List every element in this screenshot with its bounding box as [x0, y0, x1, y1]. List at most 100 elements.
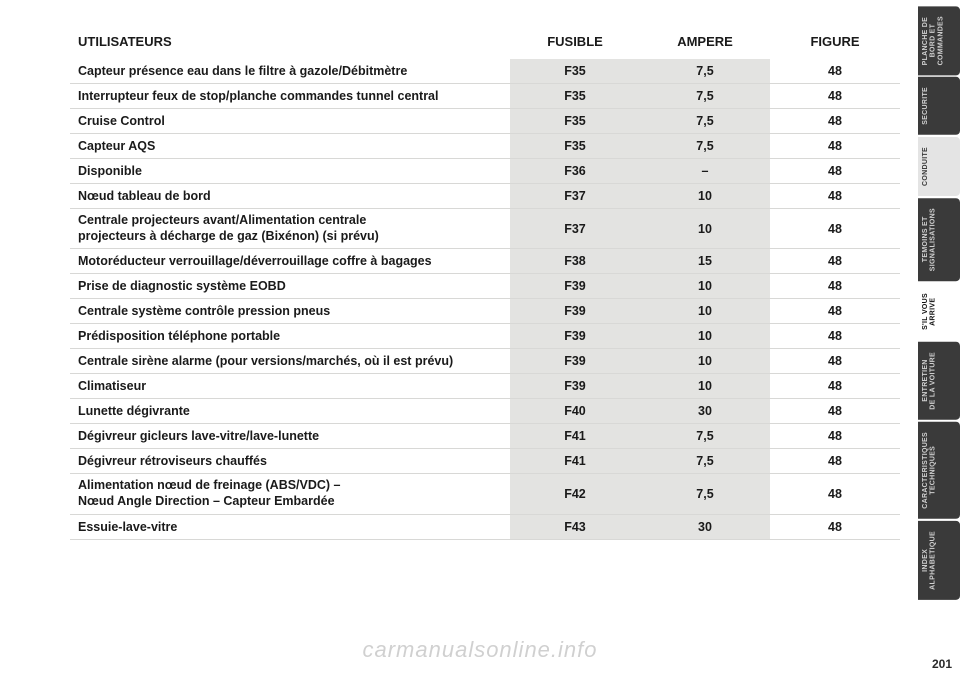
- cell-ampere: 10: [640, 274, 770, 299]
- header-figure: FIGURE: [770, 28, 900, 59]
- cell-ampere: 15: [640, 249, 770, 274]
- side-tab[interactable]: ENTRETIEN DE LA VOITURE: [918, 342, 960, 420]
- table-row: Prédisposition téléphone portableF391048: [70, 324, 900, 349]
- table-row: Dégivreur gicleurs lave-vitre/lave-lunet…: [70, 424, 900, 449]
- cell-fuse: F35: [510, 134, 640, 159]
- cell-figure: 48: [770, 249, 900, 274]
- cell-fuse: F35: [510, 109, 640, 134]
- cell-figure: 48: [770, 184, 900, 209]
- cell-fuse: F41: [510, 449, 640, 474]
- header-utilisateurs: UTILISATEURS: [70, 28, 510, 59]
- cell-fuse: F37: [510, 184, 640, 209]
- side-tabs: PLANCHE DE BORD ET COMMANDESSECURITECOND…: [918, 6, 960, 600]
- cell-label: Nœud tableau de bord: [70, 184, 510, 209]
- cell-ampere: 10: [640, 374, 770, 399]
- cell-fuse: F42: [510, 474, 640, 514]
- table-row: ClimatiseurF391048: [70, 374, 900, 399]
- cell-label: Capteur AQS: [70, 134, 510, 159]
- cell-label: Climatiseur: [70, 374, 510, 399]
- cell-label: Centrale projecteurs avant/Alimentation …: [70, 209, 510, 249]
- table-row: Dégivreur rétroviseurs chauffésF417,548: [70, 449, 900, 474]
- cell-figure: 48: [770, 59, 900, 84]
- side-tab[interactable]: S'IL VOUS ARRIVE: [918, 283, 960, 340]
- cell-label: Dégivreur rétroviseurs chauffés: [70, 449, 510, 474]
- side-tab[interactable]: PLANCHE DE BORD ET COMMANDES: [918, 6, 960, 75]
- cell-ampere: 30: [640, 515, 770, 540]
- cell-fuse: F39: [510, 349, 640, 374]
- cell-ampere: 30: [640, 399, 770, 424]
- cell-fuse: F38: [510, 249, 640, 274]
- cell-figure: 48: [770, 84, 900, 109]
- table-row: Interrupteur feux de stop/planche comman…: [70, 84, 900, 109]
- cell-label: Prédisposition téléphone portable: [70, 324, 510, 349]
- cell-fuse: F39: [510, 374, 640, 399]
- cell-figure: 48: [770, 449, 900, 474]
- cell-fuse: F35: [510, 59, 640, 84]
- side-tab[interactable]: SECURITE: [918, 77, 960, 135]
- cell-fuse: F41: [510, 424, 640, 449]
- fuse-table: UTILISATEURS FUSIBLE AMPERE FIGURE Capte…: [70, 28, 900, 540]
- cell-figure: 48: [770, 515, 900, 540]
- cell-label: Cruise Control: [70, 109, 510, 134]
- cell-figure: 48: [770, 109, 900, 134]
- side-tab[interactable]: CARACTERISTIQUES TECHNIQUES: [918, 422, 960, 519]
- cell-figure: 48: [770, 399, 900, 424]
- cell-ampere: 7,5: [640, 449, 770, 474]
- cell-ampere: 10: [640, 184, 770, 209]
- cell-ampere: 7,5: [640, 84, 770, 109]
- table-row: Cruise ControlF357,548: [70, 109, 900, 134]
- cell-fuse: F35: [510, 84, 640, 109]
- table-row: DisponibleF36–48: [70, 159, 900, 184]
- cell-figure: 48: [770, 134, 900, 159]
- cell-ampere: –: [640, 159, 770, 184]
- header-fusible: FUSIBLE: [510, 28, 640, 59]
- cell-ampere: 7,5: [640, 474, 770, 514]
- side-tab[interactable]: TEMOINS ET SIGNALISATIONS: [918, 198, 960, 281]
- cell-fuse: F36: [510, 159, 640, 184]
- table-header-row: UTILISATEURS FUSIBLE AMPERE FIGURE: [70, 28, 900, 59]
- table-row: Centrale système contrôle pression pneus…: [70, 299, 900, 324]
- cell-fuse: F39: [510, 324, 640, 349]
- header-ampere: AMPERE: [640, 28, 770, 59]
- cell-ampere: 7,5: [640, 134, 770, 159]
- cell-ampere: 10: [640, 324, 770, 349]
- cell-label: Lunette dégivrante: [70, 399, 510, 424]
- cell-figure: 48: [770, 159, 900, 184]
- cell-label: Interrupteur feux de stop/planche comman…: [70, 84, 510, 109]
- table-row: Capteur AQSF357,548: [70, 134, 900, 159]
- cell-label: Centrale sirène alarme (pour versions/ma…: [70, 349, 510, 374]
- cell-label: Disponible: [70, 159, 510, 184]
- cell-label: Prise de diagnostic système EOBD: [70, 274, 510, 299]
- cell-figure: 48: [770, 209, 900, 249]
- table-row: Centrale projecteurs avant/Alimentation …: [70, 209, 900, 249]
- cell-ampere: 7,5: [640, 109, 770, 134]
- table-row: Motoréducteur verrouillage/déverrouillag…: [70, 249, 900, 274]
- side-tab[interactable]: CONDUITE: [918, 137, 960, 196]
- cell-fuse: F39: [510, 299, 640, 324]
- cell-label: Dégivreur gicleurs lave-vitre/lave-lunet…: [70, 424, 510, 449]
- cell-figure: 48: [770, 424, 900, 449]
- table-row: Alimentation nœud de freinage (ABS/VDC) …: [70, 474, 900, 514]
- page-number: 201: [932, 657, 952, 671]
- cell-figure: 48: [770, 349, 900, 374]
- cell-ampere: 10: [640, 299, 770, 324]
- cell-label: Capteur présence eau dans le filtre à ga…: [70, 59, 510, 84]
- side-tab[interactable]: INDEX ALPHABETIQUE: [918, 521, 960, 600]
- table-row: Nœud tableau de bordF371048: [70, 184, 900, 209]
- table-row: Capteur présence eau dans le filtre à ga…: [70, 59, 900, 84]
- cell-fuse: F40: [510, 399, 640, 424]
- table-row: Prise de diagnostic système EOBDF391048: [70, 274, 900, 299]
- cell-ampere: 10: [640, 209, 770, 249]
- cell-ampere: 10: [640, 349, 770, 374]
- cell-fuse: F37: [510, 209, 640, 249]
- cell-figure: 48: [770, 374, 900, 399]
- cell-label: Alimentation nœud de freinage (ABS/VDC) …: [70, 474, 510, 514]
- cell-ampere: 7,5: [640, 59, 770, 84]
- cell-figure: 48: [770, 274, 900, 299]
- cell-label: Motoréducteur verrouillage/déverrouillag…: [70, 249, 510, 274]
- cell-figure: 48: [770, 299, 900, 324]
- cell-label: Centrale système contrôle pression pneus: [70, 299, 510, 324]
- cell-figure: 48: [770, 324, 900, 349]
- cell-label: Essuie-lave-vitre: [70, 515, 510, 540]
- table-row: Essuie-lave-vitreF433048: [70, 515, 900, 540]
